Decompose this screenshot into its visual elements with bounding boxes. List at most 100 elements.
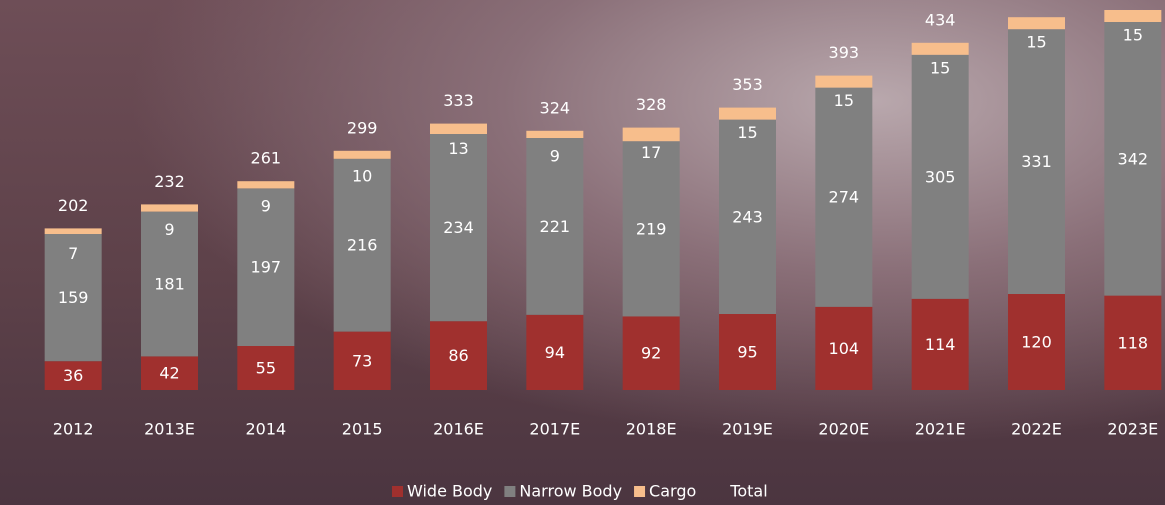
data-label: 95 xyxy=(737,343,757,362)
bar-segment xyxy=(44,234,102,362)
total-label: 466 xyxy=(1021,0,1052,4)
data-label: 159 xyxy=(58,288,89,307)
bar-segment xyxy=(1008,17,1065,30)
data-label: 94 xyxy=(545,343,565,362)
x-tick-label: 2018E xyxy=(626,420,677,439)
bar-segment xyxy=(622,141,680,317)
bar-segment xyxy=(333,150,391,159)
data-label: 104 xyxy=(829,339,860,358)
bar-segment xyxy=(237,181,295,189)
bar-segment xyxy=(815,306,873,390)
bar-segment xyxy=(719,314,776,390)
bar-segment xyxy=(719,119,776,314)
data-label: 17 xyxy=(641,143,661,162)
legend-swatch xyxy=(634,486,646,497)
legend-label: Wide Body xyxy=(407,482,492,501)
bar-segment xyxy=(719,107,776,120)
legend-label: Narrow Body xyxy=(519,482,622,501)
bar-segment xyxy=(815,87,873,307)
total-label: 353 xyxy=(732,75,763,94)
total-label: 393 xyxy=(829,43,860,62)
data-label: 234 xyxy=(443,218,474,237)
data-label: 15 xyxy=(737,123,757,142)
data-label: 15 xyxy=(1123,26,1143,45)
data-label: 197 xyxy=(251,258,282,277)
data-label: 36 xyxy=(63,366,83,385)
total-label: 202 xyxy=(58,196,89,215)
x-tick-label: 2012 xyxy=(53,420,94,439)
data-label: 342 xyxy=(1118,149,1149,168)
data-label: 15 xyxy=(834,91,854,110)
total-label: 261 xyxy=(251,149,282,168)
data-label: 92 xyxy=(641,344,661,363)
data-label: 7 xyxy=(68,244,78,263)
data-label: 118 xyxy=(1118,333,1149,352)
x-tick-label: 2016E xyxy=(433,420,484,439)
total-label: 434 xyxy=(925,10,956,29)
data-label: 305 xyxy=(925,167,956,186)
data-label: 9 xyxy=(550,146,560,165)
bar-segment xyxy=(44,228,102,234)
data-label: 15 xyxy=(930,58,950,77)
x-tick-label: 2017E xyxy=(529,420,580,439)
bar-segment xyxy=(430,123,487,134)
bar-segment xyxy=(1104,295,1162,390)
data-label: 114 xyxy=(925,335,956,354)
bar-segment xyxy=(430,321,487,390)
bar-segment xyxy=(141,211,198,357)
data-label: 274 xyxy=(829,188,860,207)
total-label: 328 xyxy=(636,95,667,114)
total-label: 333 xyxy=(443,91,474,110)
x-tick-label: 2020E xyxy=(818,420,869,439)
data-label: 216 xyxy=(347,236,378,255)
x-tick-label: 2014 xyxy=(245,420,286,439)
x-tick-label: 2015 xyxy=(342,420,383,439)
data-label: 55 xyxy=(256,359,276,378)
data-label: 10 xyxy=(352,166,372,185)
legend-swatch xyxy=(392,486,403,497)
bar-segment xyxy=(141,356,198,390)
data-label: 86 xyxy=(448,346,468,365)
data-label: 120 xyxy=(1021,333,1052,352)
bar-segment xyxy=(44,361,102,390)
bar-segment xyxy=(333,158,391,332)
bar-segment xyxy=(237,346,295,390)
legend-swatch xyxy=(504,486,516,497)
data-label: 243 xyxy=(732,207,763,226)
bar-segment xyxy=(622,127,680,142)
bar-segment xyxy=(333,331,391,390)
data-label: 331 xyxy=(1021,152,1052,171)
legend-label: Cargo xyxy=(649,482,696,501)
bar-segment xyxy=(430,134,487,322)
bar-segment xyxy=(622,316,680,390)
bar-segment xyxy=(526,314,584,390)
total-label: 324 xyxy=(540,98,571,117)
legend-label: Total xyxy=(729,482,767,501)
data-label: 9 xyxy=(261,197,271,216)
data-label: 15 xyxy=(1026,33,1046,52)
data-label: 181 xyxy=(154,275,185,294)
bar-segment xyxy=(911,298,969,390)
bar-segment xyxy=(911,54,969,299)
bar-segment xyxy=(1104,10,1162,22)
data-label: 9 xyxy=(164,220,174,239)
bar-segment xyxy=(526,130,584,138)
x-tick-label: 2019E xyxy=(722,420,773,439)
bar-segment xyxy=(141,204,198,212)
bar-segment xyxy=(1008,294,1065,390)
data-label: 42 xyxy=(159,364,179,383)
x-tick-label: 2021E xyxy=(915,420,966,439)
bar-segment xyxy=(911,42,969,55)
bar-segment xyxy=(815,75,873,88)
bar-segment xyxy=(1104,22,1162,296)
data-label: 221 xyxy=(540,217,571,236)
x-tick-label: 2022E xyxy=(1011,420,1062,439)
bar-segment xyxy=(237,188,295,346)
data-label: 73 xyxy=(352,351,372,370)
total-label: 299 xyxy=(347,118,378,137)
bar-segment xyxy=(1008,29,1065,294)
total-label: 232 xyxy=(154,172,185,191)
bar-segment xyxy=(526,138,584,315)
data-label: 219 xyxy=(636,219,667,238)
